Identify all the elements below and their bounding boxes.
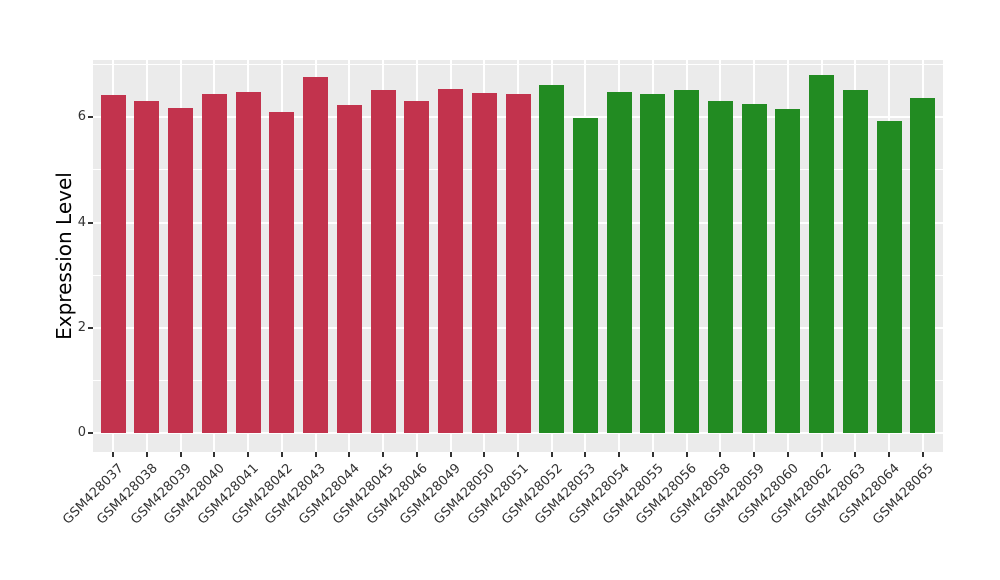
bar-GSM428043 (303, 76, 329, 434)
x-tick-GSM428040 (213, 452, 216, 457)
x-tick-GSM428038 (145, 452, 148, 457)
bar-GSM428056 (674, 89, 700, 434)
bar-GSM428045 (370, 89, 396, 434)
x-tick-GSM428039 (179, 452, 182, 457)
x-tick-GSM428060 (786, 452, 789, 457)
bar-GSM428063 (842, 89, 868, 434)
x-tick-GSM428062 (820, 452, 823, 457)
bar-GSM428054 (606, 92, 632, 434)
x-tick-GSM428065 (921, 452, 924, 457)
x-tick-GSM428041 (247, 452, 250, 457)
x-tick-GSM428058 (719, 452, 722, 457)
y-tick-0 (88, 432, 93, 435)
bar-GSM428038 (134, 101, 160, 434)
y-axis-title: Expression Level (52, 172, 76, 340)
bar-GSM428049 (438, 88, 464, 434)
x-tick-GSM428044 (348, 452, 351, 457)
x-tick-GSM428064 (888, 452, 891, 457)
x-tick-GSM428052 (550, 452, 553, 457)
bar-GSM428062 (809, 75, 835, 434)
bar-GSM428042 (269, 112, 295, 434)
bar-GSM428055 (640, 93, 666, 434)
x-tick-GSM428059 (753, 452, 756, 457)
x-tick-GSM428037 (112, 452, 115, 457)
bar-GSM428053 (572, 118, 598, 434)
x-tick-GSM428063 (854, 452, 857, 457)
bar-GSM428060 (775, 109, 801, 434)
x-tick-GSM428046 (415, 452, 418, 457)
x-tick-GSM428045 (382, 452, 385, 457)
bar-GSM428059 (741, 103, 767, 434)
bar-GSM428051 (505, 93, 531, 434)
bar-GSM428058 (707, 100, 733, 434)
y-tick-2 (88, 326, 93, 329)
x-tick-GSM428051 (517, 452, 519, 457)
y-tick-label-6: 6 (77, 109, 86, 125)
x-tick-GSM428043 (314, 452, 317, 457)
bar-GSM428037 (100, 94, 126, 434)
y-tick-label-2: 2 (77, 319, 86, 335)
x-tick-GSM428053 (584, 452, 587, 457)
plot-panel (93, 60, 943, 452)
x-tick-GSM428055 (651, 452, 654, 457)
bar-GSM428041 (235, 92, 261, 434)
bar-GSM428044 (336, 104, 362, 434)
y-tick-4 (88, 221, 93, 224)
bar-GSM428046 (404, 101, 430, 434)
bar-GSM428050 (471, 93, 497, 434)
x-tick-GSM428049 (449, 452, 452, 457)
y-tick-label-4: 4 (77, 214, 86, 230)
x-tick-GSM428042 (280, 452, 283, 457)
bar-GSM428052 (539, 84, 565, 434)
bar-GSM428040 (201, 93, 227, 434)
bar-GSM428039 (168, 107, 194, 434)
bar-GSM428065 (910, 98, 936, 434)
bar-GSM428064 (876, 121, 902, 434)
x-tick-GSM428054 (618, 452, 621, 457)
y-tick-label-0: 0 (77, 425, 86, 441)
x-tick-GSM428050 (483, 452, 486, 457)
y-tick-6 (88, 116, 93, 119)
x-tick-GSM428056 (685, 452, 688, 457)
